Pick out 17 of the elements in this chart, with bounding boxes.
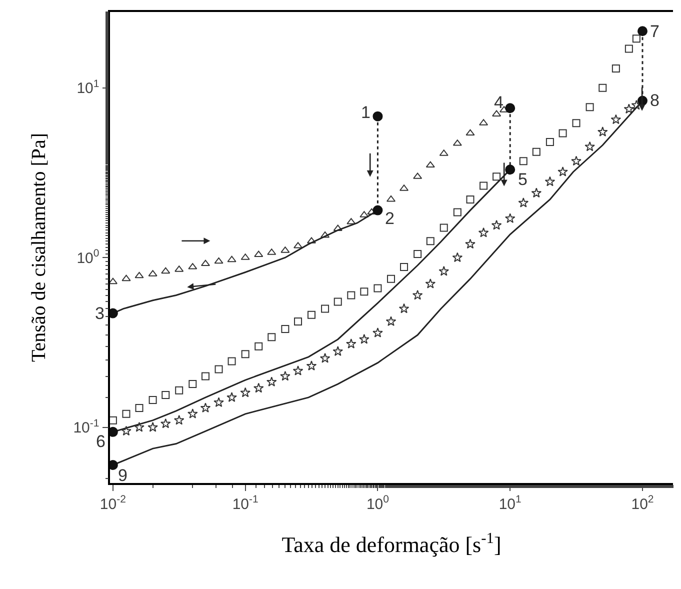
x-tick-label: 10$^{-2}$ [100,493,126,513]
x-tick-label: 10$^{-1}$ [232,493,258,513]
annotation: 2 [385,209,394,228]
annotation: 9 [118,466,128,485]
y-axis-title: Tensão de cisalhamento [Pa] [28,132,50,362]
annotation: 1 [361,103,370,122]
x-tick-label: 10$^{1}$ [498,493,522,513]
annotation: 7 [650,22,660,41]
y-tick-label: 10$^{0}$ [76,248,100,267]
x-axis-title: Taxa de deformação [s$^{-1}$] [282,530,502,558]
x-tick-label: 10$^{2}$ [631,493,654,513]
annotation: 8 [650,91,660,110]
annotation: 4 [494,93,504,112]
x-tick-label: 10$^{0}$ [366,493,390,513]
annotation: 3 [95,304,104,323]
annotation: 5 [518,170,528,189]
y-tick-label: 10$^{1}$ [76,78,100,98]
